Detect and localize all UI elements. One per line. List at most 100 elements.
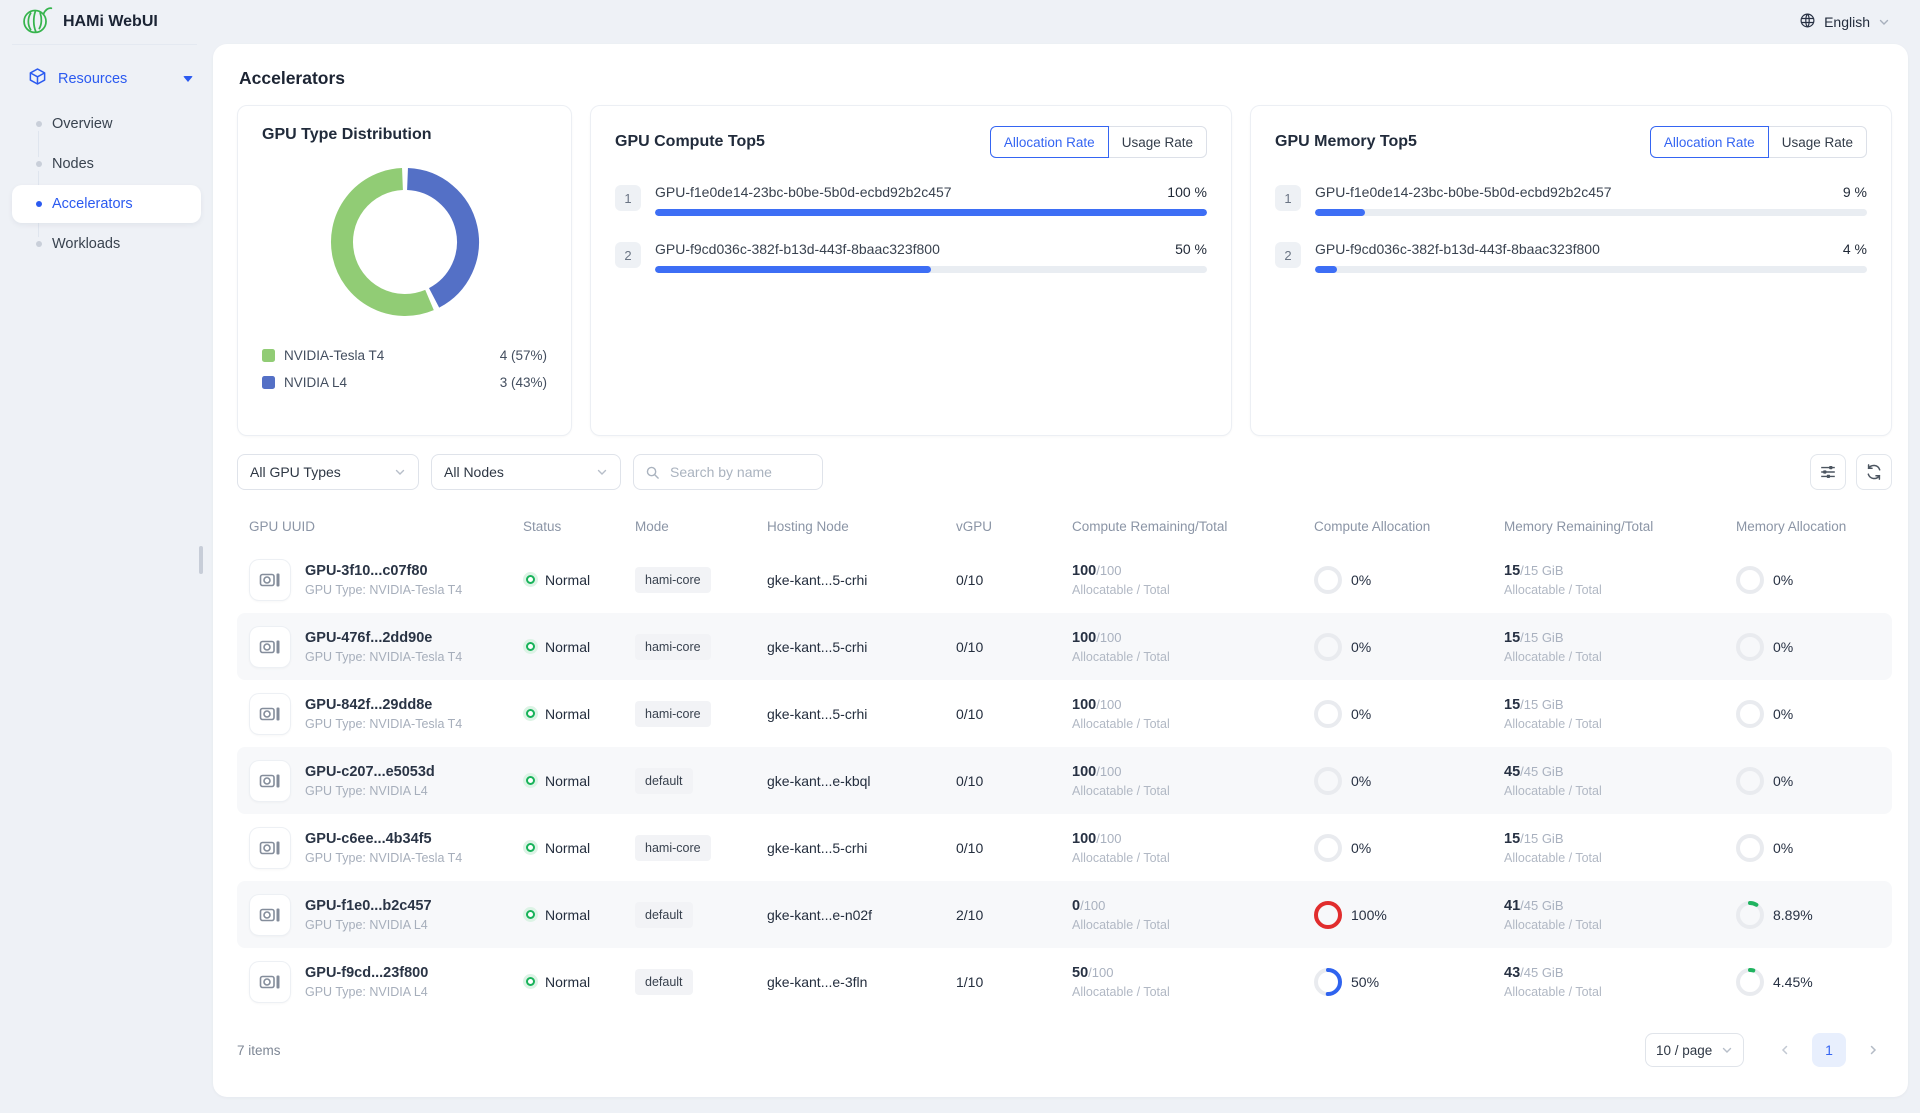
allocatable-total-label: Allocatable / Total [1504,650,1736,664]
card-gpu-type-distribution: GPU Type Distribution NVIDIA-Tesla T44 (… [237,105,572,436]
header-cell: Status [523,519,635,534]
allocatable-total-label: Allocatable / Total [1072,650,1314,664]
gpu-card-icon [258,903,282,927]
gpu-type-label: GPU Type: NVIDIA L4 [305,784,435,798]
table-row[interactable]: GPU-3f10...c07f80 GPU Type: NVIDIA-Tesla … [237,546,1892,613]
compute-allocation: 0% [1314,700,1504,728]
next-page-button[interactable] [1858,1035,1888,1065]
donut-legend: NVIDIA-Tesla T44 (57%)NVIDIA L43 (43%) [262,342,547,396]
gpu-type-label: GPU Type: NVIDIA-Tesla T4 [305,650,462,664]
sidebar-section-resources[interactable]: Resources [0,61,213,97]
sidebar-item-workloads[interactable]: Workloads [12,225,201,263]
items-count: 7 items [237,1043,281,1058]
hosting-node: gke-kant...e-3fln [767,974,956,990]
tab-allocation-rate[interactable]: Allocation Rate [990,126,1109,158]
memory-allocation: 0% [1736,700,1892,728]
tab-allocation-rate[interactable]: Allocation Rate [1650,126,1769,158]
summary-cards: GPU Type Distribution NVIDIA-Tesla T44 (… [237,105,1892,436]
refresh-button[interactable] [1856,454,1892,490]
status-label: Normal [545,840,590,856]
hosting-node: gke-kant...e-kbql [767,773,956,789]
gpu-name: GPU-f9cd036c-382f-b13d-443f-8baac323f800 [655,241,940,257]
status-label: Normal [545,706,590,722]
globe-icon [1799,12,1816,32]
allocatable-total-label: Allocatable / Total [1504,784,1736,798]
vgpu-value: 0/10 [956,706,1072,722]
legend-item[interactable]: NVIDIA-Tesla T44 (57%) [262,342,547,369]
watermelon-logo-icon [20,3,53,41]
status-normal-icon [523,706,538,721]
compute-allocation: 0% [1314,633,1504,661]
gpu-icon-box [249,760,291,802]
rank-badge: 1 [615,185,641,211]
memory-allocation: 0% [1736,767,1892,795]
compute-allocation: 0% [1314,767,1504,795]
memory-total: /15 GiB [1520,630,1563,645]
mode-chip: default [635,768,693,794]
table-row[interactable]: GPU-476f...2dd90e GPU Type: NVIDIA-Tesla … [237,613,1892,680]
page-size-select[interactable]: 10 / page [1645,1033,1744,1067]
table-row[interactable]: GPU-f1e0...b2c457GPU Type: NVIDIA L4Norm… [237,881,1892,948]
sidebar-item-overview[interactable]: Overview [12,105,201,143]
status-normal-icon [523,840,538,855]
memory-allocation-value: 0% [1773,572,1793,588]
gpu-name: GPU-f1e0de14-23bc-b0be-5b0d-ecbd92b2c457 [655,184,952,200]
gpu-card-icon [258,836,282,860]
tab-usage-rate[interactable]: Usage Rate [1108,126,1207,158]
gpu-type-filter[interactable]: All GPU Types [237,454,419,490]
card-title: GPU Memory Top5 [1275,133,1417,151]
gpu-uuid: GPU-476f...2dd90e [305,630,462,646]
compute-remaining: 100 [1072,563,1096,579]
gpu-uuid: GPU-842f...29dd8e [305,697,462,713]
compute-total: /100 [1096,764,1121,779]
mode-chip: hami-core [635,701,711,727]
table-row[interactable]: GPU-f9cd...23f800GPU Type: NVIDIA L4Norm… [237,948,1892,1015]
page-number[interactable]: 1 [1812,1033,1846,1067]
memory-total: /15 GiB [1520,563,1563,578]
compute-allocation: 50% [1314,968,1504,996]
compute-remaining: 100 [1072,630,1096,646]
gpu-uuid: GPU-3f10...c07f80 [305,563,462,579]
table-row[interactable]: GPU-c6ee...4b34f5GPU Type: NVIDIA-Tesla … [237,814,1892,881]
column-settings-button[interactable] [1810,454,1846,490]
compute-allocation-value: 0% [1351,706,1371,722]
sidebar-item-accelerators[interactable]: Accelerators [12,185,201,223]
vgpu-value: 1/10 [956,974,1072,990]
memory-allocation: 0% [1736,633,1892,661]
gpu-percent: 4 % [1843,241,1867,257]
memory-total: /45 GiB [1520,965,1563,980]
page-title: Accelerators [239,68,1892,89]
sidebar-item-nodes[interactable]: Nodes [12,145,201,183]
table-row[interactable]: GPU-c207...e5053dGPU Type: NVIDIA L4Norm… [237,747,1892,814]
table-row[interactable]: GPU-842f...29dd8e GPU Type: NVIDIA-Tesla … [237,680,1892,747]
node-filter[interactable]: All Nodes [431,454,621,490]
compute-allocation: 0% [1314,566,1504,594]
memory-allocation: 8.89% [1736,901,1892,929]
prev-page-button[interactable] [1770,1035,1800,1065]
allocation-ring-icon [1314,901,1342,929]
memory-total: /15 GiB [1520,831,1563,846]
chevron-right-icon [1867,1044,1879,1056]
sidebar-scrollbar-thumb[interactable] [199,546,203,574]
mode-chip: hami-core [635,835,711,861]
memory-total: /15 GiB [1520,697,1563,712]
legend-item[interactable]: NVIDIA L43 (43%) [262,369,547,396]
gpu-type-label: GPU Type: NVIDIA-Tesla T4 [305,851,462,865]
gpu-icon-box [249,693,291,735]
hosting-node: gke-kant...5-crhi [767,840,956,856]
tab-usage-rate[interactable]: Usage Rate [1768,126,1867,158]
gpu-type-label: GPU Type: NVIDIA-Tesla T4 [305,717,462,731]
memory-remaining: 43 [1504,965,1520,981]
progress-bar [1315,209,1867,216]
language-selector[interactable]: English [1799,12,1890,32]
progress-bar [655,209,1207,216]
gpu-type-label: GPU Type: NVIDIA-Tesla T4 [305,583,462,597]
compute-total: /100 [1096,697,1121,712]
allocation-ring-icon [1314,767,1342,795]
table-header: GPU UUIDStatusModeHosting NodevGPUComput… [237,506,1892,546]
gpu-name: GPU-f1e0de14-23bc-b0be-5b0d-ecbd92b2c457 [1315,184,1612,200]
top5-row: 1 GPU-f1e0de14-23bc-b0be-5b0d-ecbd92b2c45… [615,184,1207,216]
compute-allocation-value: 0% [1351,572,1371,588]
chevron-left-icon [1779,1044,1791,1056]
search-input[interactable] [668,463,811,481]
